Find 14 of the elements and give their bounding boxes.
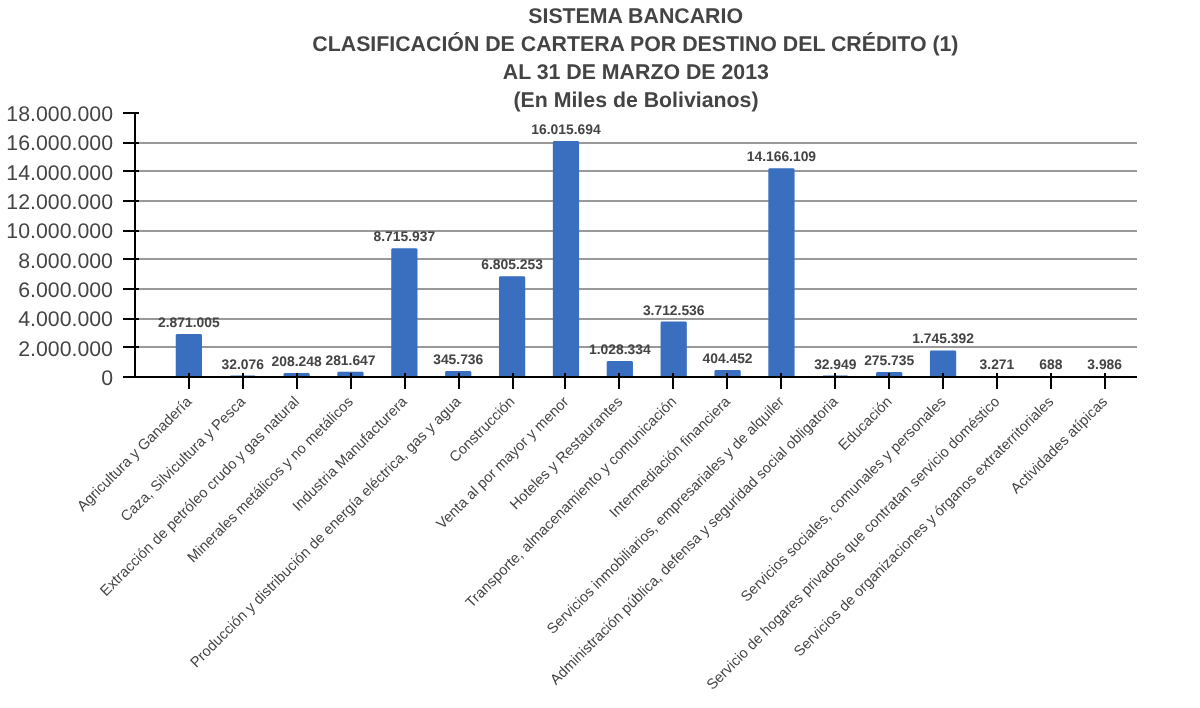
y-tick-label: 16.000.000 — [6, 132, 114, 157]
chart-title: SISTEMA BANCARIO — [528, 5, 743, 29]
y-tick-label: 0 — [101, 367, 114, 391]
y-tick-label: 2.000.000 — [18, 337, 114, 362]
text: AL 31 DE MARZO DE 2013 — [502, 61, 769, 85]
y-tick-label: 4.000.000 — [18, 308, 114, 333]
y-tick-label: 12.000.000 — [6, 191, 114, 215]
y-tick-label: 10.000.000 — [6, 220, 114, 245]
text: CLASIFICACIÓN DE CARTERA POR DESTINO DEL CRÉDITO (1) — [312, 33, 959, 57]
y-tick-label: 8.000.000 — [18, 249, 114, 274]
y-tick-label: 6.000.000 — [18, 279, 114, 303]
y-tick-label: 18.000.000 — [6, 103, 114, 127]
text: (En Miles de Bolivianos) — [513, 89, 759, 113]
y-tick-label: 14.000.000 — [6, 161, 114, 186]
